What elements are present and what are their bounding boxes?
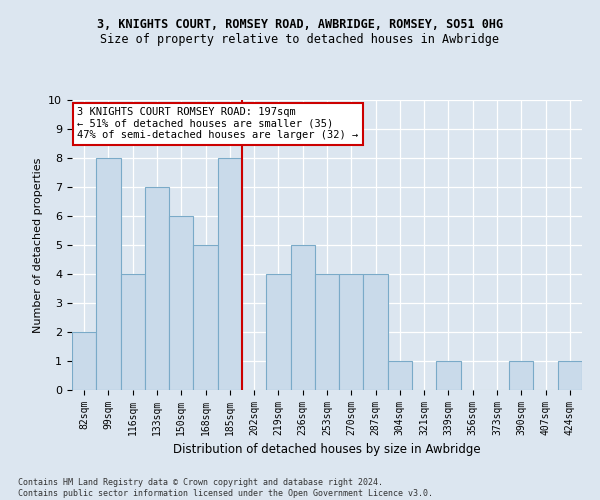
Bar [558,361,582,390]
Text: Contains HM Land Registry data © Crown copyright and database right 2024.
Contai: Contains HM Land Registry data © Crown c… [18,478,433,498]
X-axis label: Distribution of detached houses by size in Awbridge: Distribution of detached houses by size … [173,444,481,456]
Bar [339,274,364,390]
Text: Size of property relative to detached houses in Awbridge: Size of property relative to detached ho… [101,32,499,46]
Bar [145,187,169,390]
Bar [193,245,218,390]
Text: 3, KNIGHTS COURT, ROMSEY ROAD, AWBRIDGE, ROMSEY, SO51 0HG: 3, KNIGHTS COURT, ROMSEY ROAD, AWBRIDGE,… [97,18,503,30]
Bar [290,245,315,390]
Bar [96,158,121,390]
Bar [436,361,461,390]
Bar [509,361,533,390]
Bar [364,274,388,390]
Bar [169,216,193,390]
Text: 3 KNIGHTS COURT ROMSEY ROAD: 197sqm
← 51% of detached houses are smaller (35)
47: 3 KNIGHTS COURT ROMSEY ROAD: 197sqm ← 51… [77,108,358,140]
Bar [388,361,412,390]
Bar [72,332,96,390]
Bar [315,274,339,390]
Bar [121,274,145,390]
Bar [266,274,290,390]
Y-axis label: Number of detached properties: Number of detached properties [33,158,43,332]
Bar [218,158,242,390]
